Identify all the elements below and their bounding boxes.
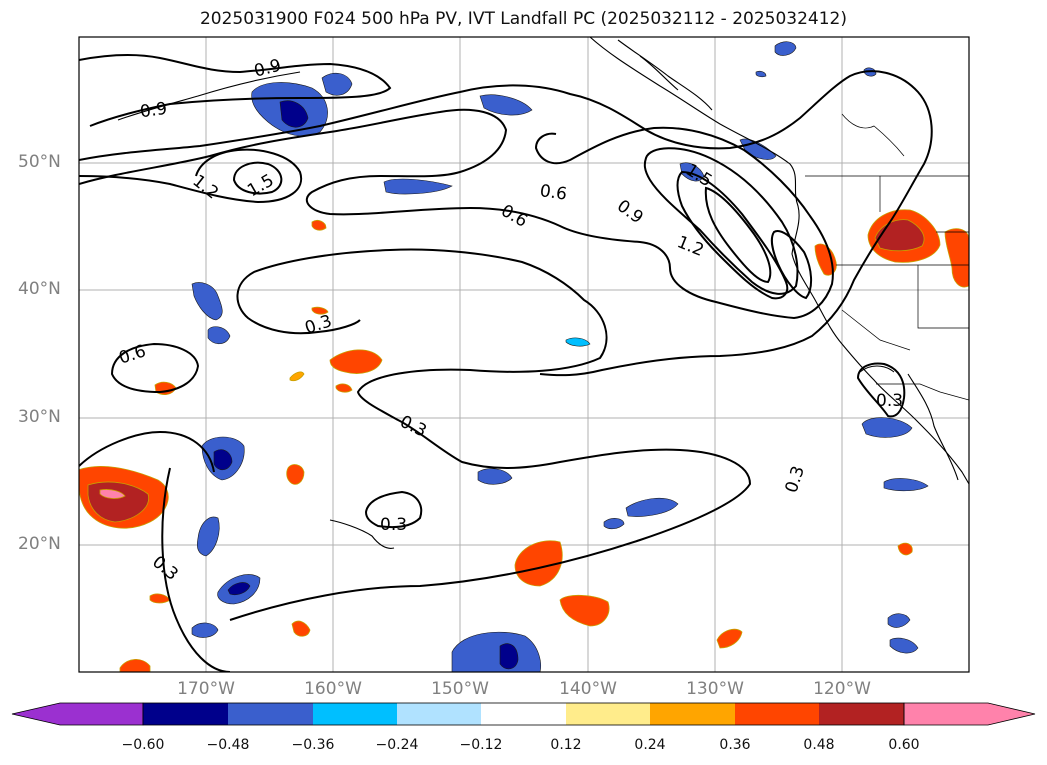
pv-patch: [329, 349, 383, 374]
country-borders: [805, 113, 969, 401]
contour-0.6-main: [79, 108, 834, 320]
colorbar-tick: 0.36: [719, 737, 751, 753]
lat-label-50n: 50°N: [18, 152, 61, 172]
pv-patch: [755, 70, 767, 78]
coastlines: [117, 37, 969, 549]
contour-1.5-west: [232, 161, 283, 195]
lat-label-40n: 40°N: [18, 279, 61, 299]
pv-patch: [625, 497, 679, 517]
negative-pv-patches: [191, 41, 929, 672]
contour-0.6-west: [110, 342, 200, 394]
pv-patch: [289, 371, 305, 382]
contour-0.9-north: [79, 53, 392, 127]
colorbar-tick: 0.60: [888, 737, 920, 753]
lon-label-130w: 130°W: [686, 679, 744, 699]
lat-label-30n: 30°N: [18, 407, 61, 427]
pv-patch: [944, 228, 969, 288]
contour-1.2-east: [676, 170, 789, 300]
pv-patch: [335, 383, 353, 393]
map-title: 2025031900 F024 500 hPa PV, IVT Landfall…: [199, 9, 847, 29]
pv-patch: [716, 628, 743, 649]
colorbar-tick: −0.60: [121, 737, 165, 753]
pv-patch: [861, 417, 913, 438]
gridlines: [79, 37, 969, 672]
contour-label: 0.3: [876, 391, 903, 411]
lat-label-20n: 20°N: [18, 534, 61, 554]
positive-pv-patches: [79, 209, 969, 672]
pv-patch: [559, 594, 610, 627]
pv-patch: [227, 582, 251, 596]
lon-label-150w: 150°W: [431, 679, 489, 699]
colorbar-tick: 0.12: [550, 737, 582, 753]
pv-patch: [286, 464, 305, 485]
pv-patch: [889, 637, 919, 654]
pv-patch: [279, 100, 309, 128]
pv-patch: [311, 306, 329, 315]
pv-patch: [477, 468, 513, 485]
contour-label: 0.6: [539, 181, 569, 205]
contour-0.3-outer-2: [79, 70, 933, 377]
contour-0.3-small: [364, 490, 423, 528]
pv-patch: [191, 282, 223, 321]
pv-patch: [887, 613, 911, 628]
colorbar-tick: −0.36: [291, 737, 335, 753]
pv-patch: [207, 326, 231, 345]
colorbar-extend-high: [903, 702, 1036, 726]
contour-0.3-outer: [79, 430, 215, 473]
lon-label-170w: 170°W: [177, 679, 235, 699]
pv-patch: [451, 631, 541, 672]
pv-patch: [191, 622, 219, 638]
pv-patch: [565, 337, 591, 347]
colorbar-extend-low: [11, 702, 144, 726]
contour-label: 0.3: [380, 515, 407, 535]
lon-label-140w: 140°W: [559, 679, 617, 699]
pv-patch: [499, 643, 519, 670]
contour-0.3-main: [161, 248, 752, 672]
pv-patch: [514, 540, 563, 587]
pv-contours: [79, 53, 933, 672]
lon-label-120w: 120°W: [813, 679, 871, 699]
pv-patch: [603, 518, 625, 530]
colorbar-tick: −0.12: [459, 737, 503, 753]
colorbar-tick: −0.48: [206, 737, 250, 753]
colorbar-tick: −0.24: [375, 737, 419, 753]
contour-1.2-west: [79, 148, 303, 204]
colorbar-tick: 0.48: [803, 737, 835, 753]
pv-patch: [321, 72, 353, 96]
pv-patch: [213, 449, 233, 471]
pv-patch: [99, 489, 126, 499]
pv-patch: [383, 178, 453, 195]
pv-patch: [897, 542, 913, 556]
colorbar: [11, 702, 1036, 726]
pv-patch: [774, 41, 797, 56]
pv-patch: [119, 659, 151, 672]
contour-label: 0.9: [139, 99, 169, 123]
contour-0.6-coast: [770, 230, 812, 300]
pv-patch: [311, 220, 327, 231]
lon-label-160w: 160°W: [304, 679, 362, 699]
contour-0.9-east: [643, 147, 799, 295]
pv-patch: [479, 94, 533, 116]
pv-patch: [291, 620, 311, 637]
pv-patch: [883, 478, 929, 492]
pv-patch: [196, 516, 220, 557]
colorbar-tick: 0.24: [634, 737, 666, 753]
contour-0.3-se: [856, 362, 906, 418]
contour-1.5-east: [704, 186, 772, 284]
